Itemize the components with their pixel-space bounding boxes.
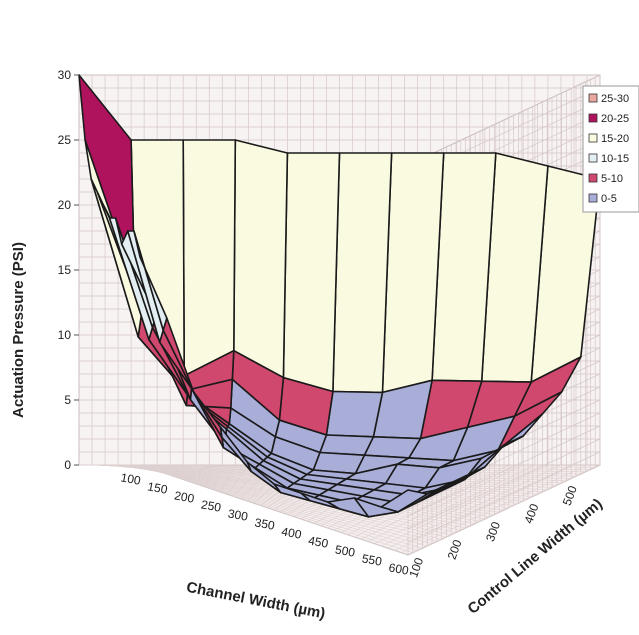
floor-gridline [139,464,409,556]
floor-gridline [354,464,496,538]
floor-gridline [381,464,549,547]
floor-gridline [374,464,536,545]
legend-swatch [588,173,598,183]
x-tick-label: 400 [280,524,302,541]
z-tick-label: 0 [64,458,71,472]
surface-cell [325,390,384,438]
legend-label: 25-30 [601,93,629,105]
x-tick-label: 550 [361,551,383,568]
x-tick-label: 450 [307,533,329,550]
legend-label: 5-10 [601,173,623,185]
z-tick-label: 30 [58,68,72,82]
x-tick-label: 150 [146,479,168,496]
y-tick-label: 100 [406,556,426,580]
legend-swatch [588,153,598,163]
z-axis-ticks: 0 5 10 15 20 25 30 [58,68,79,472]
legend-label: 20-25 [601,113,629,125]
legend-swatch [588,113,598,123]
x-tick-label: 500 [334,542,356,559]
floor-gridline [360,464,509,540]
z-tick-label: 25 [58,133,72,147]
surface-mesh [78,74,601,518]
legend-label: 0-5 [601,193,617,205]
z-axis-title: Actuation Pressure (PSI) [10,242,27,418]
x-tick-label: 250 [200,497,222,514]
z-tick-label: 10 [58,328,72,342]
floor-gridline [387,464,562,549]
y-tick-label: 400 [521,502,541,526]
x-axis-title: Channel Width (µm) [185,579,327,623]
floor-gridline [401,464,588,554]
legend-label: 15-20 [601,133,629,145]
floor-gridline [367,464,522,542]
legend: 25-30 20-25 15-20 10-15 5-10 0-5 [582,85,639,213]
y-tick-label: 300 [483,520,503,544]
y-axis-ticks: 100 200 300 400 500 [406,484,580,580]
z-tick-label: 15 [58,263,72,277]
x-tick-label: 300 [227,506,249,523]
x-tick-label: 200 [173,488,195,505]
x-tick-label: 100 [120,470,142,487]
y-tick-label: 500 [560,484,580,508]
legend-swatch [588,93,598,103]
y-tick-label: 200 [445,538,465,562]
surface-cell [133,230,168,331]
surface-cell [282,152,341,393]
surface-cell [233,139,289,379]
z-tick-label: 5 [64,393,71,407]
x-tick-label: 350 [254,515,276,532]
floor-gridline [407,464,601,556]
floor-gridline [394,464,575,551]
x-tick-label: 600 [388,560,410,577]
surface-cell [182,139,237,377]
surface-cell [319,434,375,457]
legend-label: 10-15 [601,153,629,165]
surface-cell [332,152,393,394]
legend-swatch [588,193,598,203]
z-tick-label: 20 [58,198,72,212]
legend-swatch [588,133,598,143]
legend-box [582,85,639,213]
